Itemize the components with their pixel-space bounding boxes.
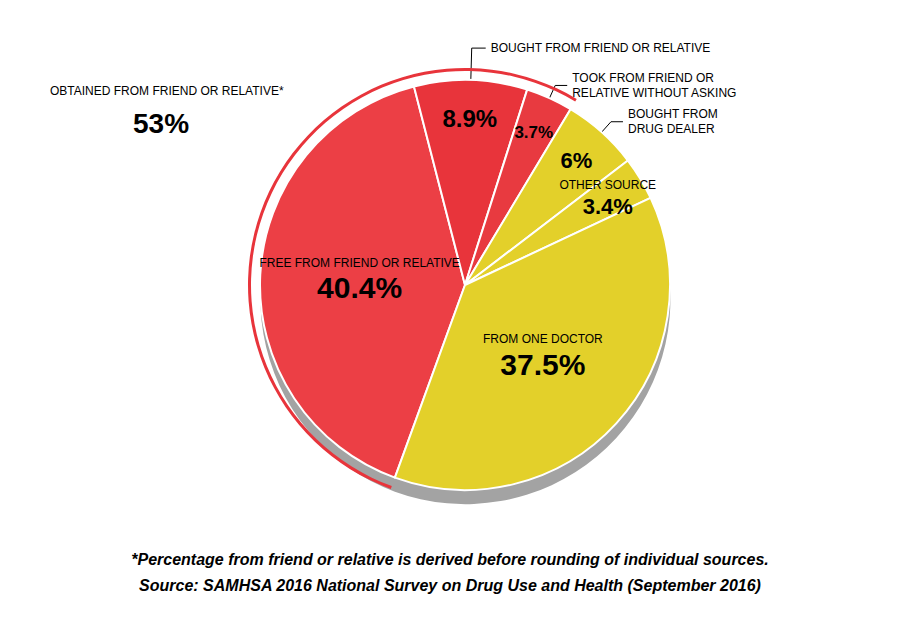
svg-text:BOUGHT FROM: BOUGHT FROM: [628, 107, 721, 121]
svg-text:53%: 53%: [133, 108, 189, 139]
svg-text:TOOK FROM FRIEND OR: TOOK FROM FRIEND OR: [572, 71, 717, 85]
svg-text:OBTAINED FROM FRIEND OR RELATI: OBTAINED FROM FRIEND OR RELATIVE*: [50, 84, 284, 98]
svg-text:8.9%: 8.9%: [442, 105, 497, 132]
svg-text:40.4%: 40.4%: [317, 271, 402, 304]
svg-text:37.5%: 37.5%: [500, 348, 585, 381]
svg-text:DRUG DEALER: DRUG DEALER: [628, 122, 715, 136]
svg-text:BOUGHT FROM FRIEND OR RELATIVE: BOUGHT FROM FRIEND OR RELATIVE: [491, 41, 711, 55]
svg-text:OTHER SOURCE: OTHER SOURCE: [559, 178, 656, 192]
svg-text:*Percentage from friend or rel: *Percentage from friend or relative is d…: [131, 551, 768, 568]
svg-text:FREE FROM FRIEND OR RELATIVE: FREE FROM FRIEND OR RELATIVE: [259, 256, 459, 270]
svg-text:Source: SAMHSA 2016 National S: Source: SAMHSA 2016 National Survey on D…: [139, 577, 761, 594]
svg-text:FROM ONE DOCTOR: FROM ONE DOCTOR: [483, 332, 603, 346]
svg-text:6%: 6%: [560, 148, 592, 173]
svg-text:3.7%: 3.7%: [514, 123, 553, 142]
svg-text:RELATIVE WITHOUT ASKING: RELATIVE WITHOUT ASKING: [572, 86, 736, 100]
svg-text:3.4%: 3.4%: [583, 194, 633, 219]
